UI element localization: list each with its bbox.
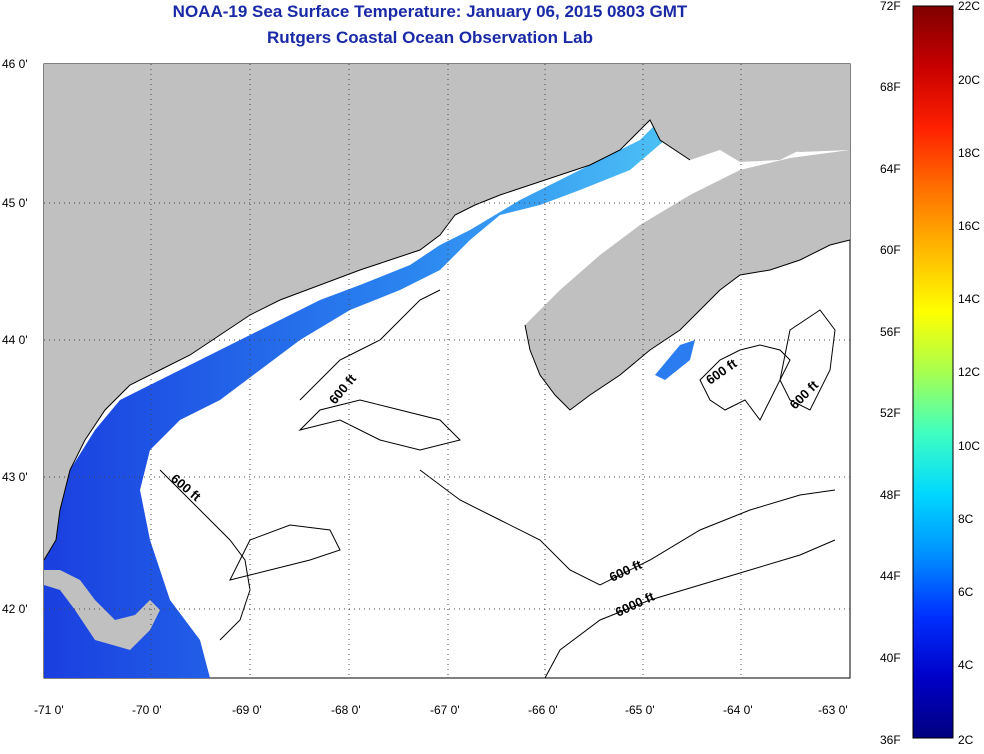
colorbar-c-label: 22C <box>958 0 980 13</box>
colorbar-f-labels: 72F 68F 64F 60F 56F 52F 48F 44F 40F 36F <box>880 0 901 747</box>
colorbar-c-label: 18C <box>958 146 980 160</box>
lon-label: -71 0' <box>34 703 64 717</box>
colorbar-f-label: 52F <box>880 406 901 420</box>
colorbar-c-label: 14C <box>958 292 980 306</box>
bathymetry-contours <box>159 289 836 678</box>
colorbar-f-label: 72F <box>880 0 901 13</box>
coastline <box>44 119 691 561</box>
sst-nova-scotia-band <box>655 340 695 380</box>
lon-labels: -71 0' -70 0' -69 0' -68 0' -67 0' -66 0… <box>34 703 848 717</box>
lat-labels: 46 0' 45 0' 44 0' 43 0' 42 0' <box>2 57 28 616</box>
colorbar-c-label: 2C <box>958 733 974 747</box>
lon-label: -65 0' <box>625 703 655 717</box>
colorbar-c-label: 16C <box>958 219 980 233</box>
colorbar-f-label: 40F <box>880 651 901 665</box>
colorbar-f-label: 36F <box>880 733 901 747</box>
colorbar-c-label: 8C <box>958 512 974 526</box>
colorbar-c-label: 20C <box>958 73 980 87</box>
colorbar-f-label: 60F <box>880 243 901 257</box>
lon-label: -70 0' <box>132 703 162 717</box>
land-nova-scotia <box>525 150 850 410</box>
lon-label: -64 0' <box>723 703 753 717</box>
map-subtitle: Rutgers Coastal Ocean Observation Lab <box>267 28 593 47</box>
lon-label: -63 0' <box>818 703 848 717</box>
lon-label: -69 0' <box>232 703 262 717</box>
land-cape-cod <box>44 570 160 650</box>
colorbar-c-label: 4C <box>958 658 974 672</box>
land-island <box>720 145 800 162</box>
colorbar-c-label: 10C <box>958 439 980 453</box>
lat-label: 46 0' <box>2 57 28 71</box>
lon-label: -67 0' <box>430 703 460 717</box>
map-title: NOAA-19 Sea Surface Temperature: January… <box>172 2 688 21</box>
lon-label: -66 0' <box>528 703 558 717</box>
colorbar-f-label: 64F <box>880 162 901 176</box>
land-mainland <box>44 64 850 560</box>
colorbar-c-labels: 22C 20C 18C 16C 14C 12C 10C 8C 6C 4C 2C <box>958 0 980 747</box>
colorbar-f-label: 44F <box>880 569 901 583</box>
lat-label: 42 0' <box>2 602 28 616</box>
lat-label: 45 0' <box>2 196 28 210</box>
colorbar-f-label: 68F <box>880 80 901 94</box>
lon-label: -68 0' <box>331 703 361 717</box>
colorbar-c-label: 6C <box>958 585 974 599</box>
lat-label: 44 0' <box>2 333 28 347</box>
colorbar-f-label: 48F <box>880 488 901 502</box>
colorbar <box>912 5 954 739</box>
colorbar-c-label: 12C <box>958 365 980 379</box>
lat-label: 43 0' <box>2 470 28 484</box>
colorbar-f-label: 56F <box>880 325 901 339</box>
